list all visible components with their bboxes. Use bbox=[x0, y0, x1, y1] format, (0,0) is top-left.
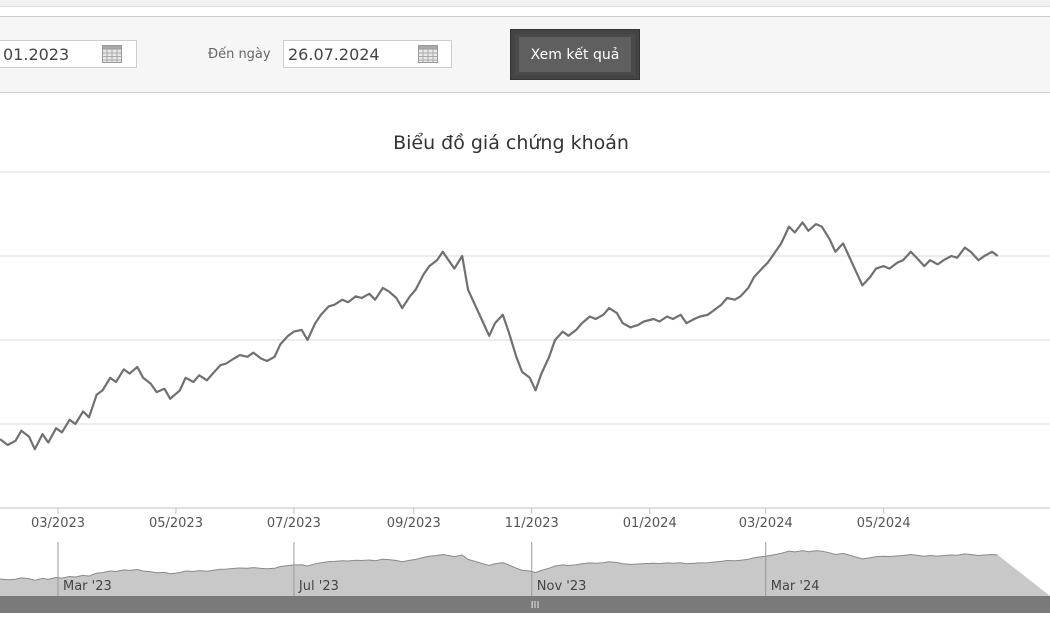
navigator-label: Jul '23 bbox=[298, 579, 339, 594]
x-tick-label: 09/2023 bbox=[387, 516, 441, 531]
calendar-icon[interactable] bbox=[102, 45, 122, 63]
scrollbar-grip[interactable]: III bbox=[531, 600, 540, 611]
to-date-value: 26.07.2024 bbox=[288, 45, 380, 64]
to-date-label: Đến ngày bbox=[208, 47, 271, 62]
from-date-value: 01.2023 bbox=[3, 45, 70, 64]
chart-title: Biểu đồ giá chứng khoán bbox=[393, 132, 629, 154]
x-tick-label: 05/2024 bbox=[857, 516, 911, 531]
x-tick-label: 03/2024 bbox=[739, 516, 793, 531]
x-tick-label: 07/2023 bbox=[267, 516, 321, 531]
from-date-field[interactable]: 01.2023 bbox=[0, 40, 137, 68]
x-tick-label: 01/2024 bbox=[623, 516, 677, 531]
navigator-label: Mar '24 bbox=[771, 579, 820, 594]
navigator-line bbox=[0, 550, 998, 581]
navigator-scrollbar[interactable] bbox=[0, 596, 1050, 613]
calendar-icon[interactable] bbox=[418, 45, 438, 63]
x-tick-label: 03/2023 bbox=[31, 516, 85, 531]
x-tick-label: 05/2023 bbox=[149, 516, 203, 531]
view-results-label: Xem kết quả bbox=[530, 46, 620, 63]
to-date-field[interactable]: 26.07.2024 bbox=[283, 40, 452, 68]
x-tick-label: 11/2023 bbox=[505, 516, 559, 531]
price-series-line bbox=[0, 221, 999, 451]
top-bar bbox=[0, 0, 1050, 17]
navigator-area bbox=[0, 550, 1050, 596]
view-results-button[interactable]: Xem kết quả bbox=[510, 29, 640, 80]
navigator-label: Mar '23 bbox=[63, 579, 112, 594]
navigator-label: Nov '23 bbox=[537, 579, 587, 594]
